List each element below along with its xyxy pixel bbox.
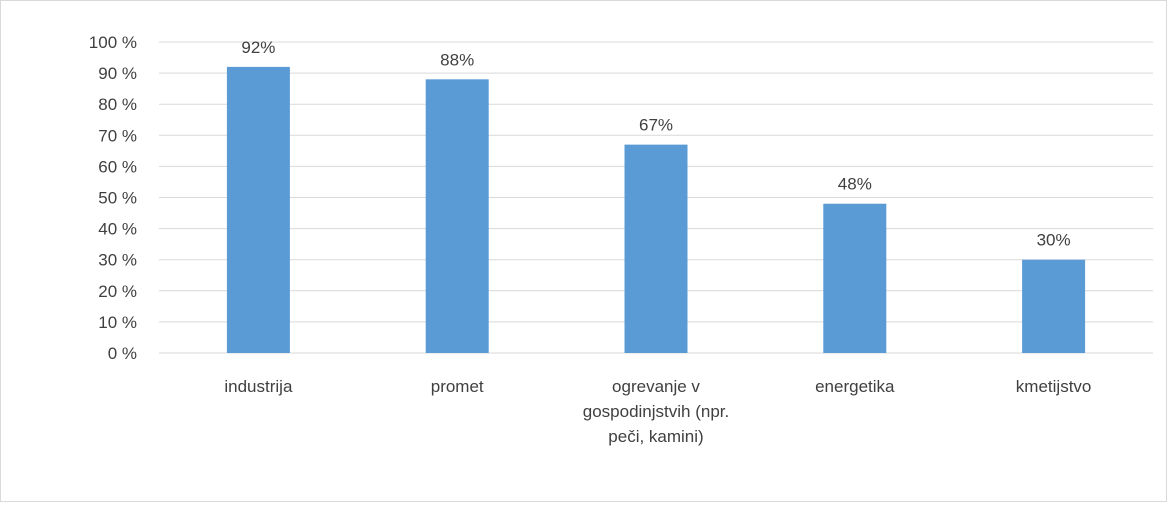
y-tick-label: 70 %: [98, 126, 137, 145]
y-tick-label: 90 %: [98, 64, 137, 83]
category-label-line: ogrevanje v: [612, 377, 700, 396]
data-label: 30%: [1037, 231, 1071, 250]
y-tick-label: 10 %: [98, 313, 137, 332]
bar: [624, 144, 688, 353]
y-tick-label: 0 %: [108, 344, 137, 363]
category-label: energetika: [815, 377, 895, 396]
category-label-line: peči, kamini): [608, 427, 703, 446]
data-label: 88%: [440, 50, 474, 69]
category-label-line: kmetijstvo: [1016, 377, 1092, 396]
data-labels: 92% 88% 67% 48% 30%: [241, 38, 1070, 250]
category-label-line: industrija: [224, 377, 293, 396]
category-label-line: gospodinjstvih (npr.: [583, 402, 729, 421]
y-tick-label: 20 %: [98, 282, 137, 301]
bar: [823, 203, 887, 353]
y-axis-tick-labels: 0 % 10 % 20 % 30 % 40 % 50 % 60 % 70 % 80 % 90 % 1…: [89, 33, 137, 363]
data-label: 48%: [838, 175, 872, 194]
bars: [226, 66, 1086, 353]
y-tick-label: 50 %: [98, 189, 137, 208]
data-label: 67%: [639, 116, 673, 135]
category-label-line: energetika: [815, 377, 895, 396]
y-tick-label: 30 %: [98, 251, 137, 270]
y-tick-label: 60 %: [98, 157, 137, 176]
category-label: promet: [431, 377, 484, 396]
y-tick-label: 80 %: [98, 95, 137, 114]
y-tick-label: 100 %: [89, 33, 137, 52]
data-label: 92%: [241, 38, 275, 57]
category-label: industrija: [224, 377, 293, 396]
bar: [1022, 259, 1086, 353]
category-labels: industrija promet ogrevanje v gospodinjstvi…: [224, 377, 1091, 446]
bar: [425, 79, 489, 353]
category-label-line: promet: [431, 377, 484, 396]
bar: [226, 66, 290, 353]
category-label: ogrevanje v gospodinjstvih (npr. peči, kam…: [583, 377, 729, 446]
category-label: kmetijstvo: [1016, 377, 1092, 396]
y-tick-label: 40 %: [98, 220, 137, 239]
